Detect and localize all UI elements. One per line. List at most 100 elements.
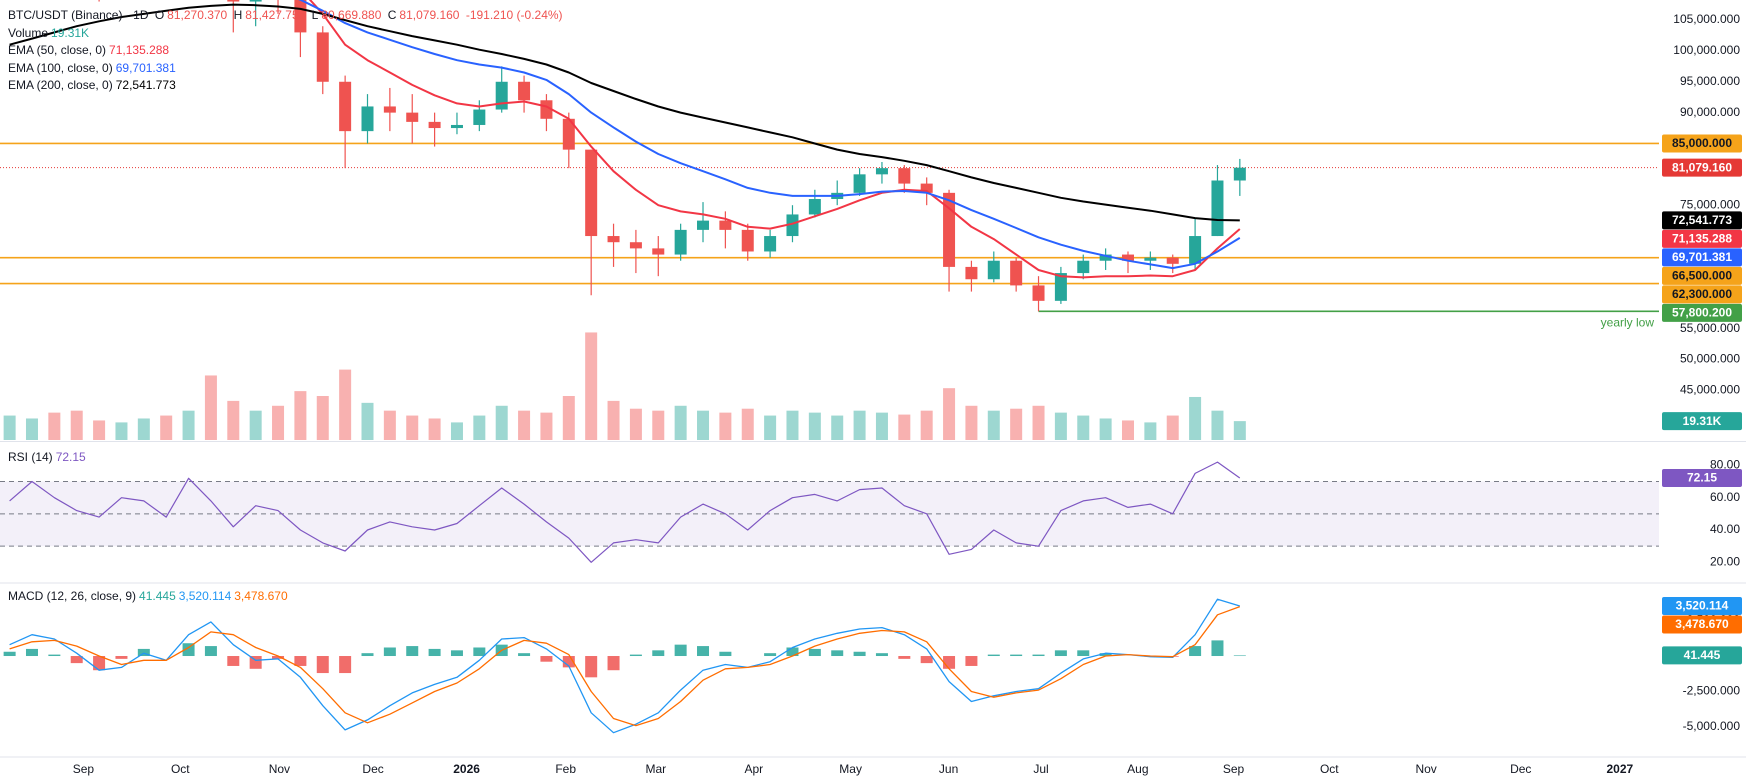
- macd-histogram-bar: [272, 656, 285, 659]
- macd-histogram-bar: [1032, 654, 1045, 657]
- volume-bar: [316, 396, 329, 440]
- ema-value: 69,701.381: [115, 60, 176, 75]
- volume-bar: [920, 410, 933, 440]
- volume-value: 19.31K: [51, 25, 90, 40]
- x-tick-label: Mar: [645, 762, 666, 776]
- volume-bar: [987, 410, 1000, 440]
- y-tick-label: 90,000.000: [1680, 105, 1740, 119]
- volume-bar: [518, 410, 531, 440]
- macd-histogram-bar: [361, 653, 374, 657]
- price-badge: [1662, 285, 1742, 304]
- macd-histogram-bar: [987, 654, 1000, 657]
- ema-name: EMA (100, close, 0): [8, 60, 113, 75]
- volume-bar: [406, 415, 419, 440]
- candle-body: [786, 214, 799, 237]
- volume-row: Volume 19.31K: [8, 25, 566, 43]
- candle-body: [1166, 257, 1179, 264]
- candle-body: [339, 81, 352, 132]
- price-badge: [1662, 158, 1742, 177]
- ohlc-value: 80,669.880: [321, 8, 382, 22]
- candle-body: [741, 229, 754, 252]
- volume-bar: [361, 402, 374, 440]
- volume-bar: [48, 412, 61, 440]
- volume-name: Volume: [8, 25, 49, 40]
- rsi-tick-label: 20.00: [1710, 555, 1740, 569]
- ema-row: EMA (200, close, 0) 72,541.773: [8, 77, 566, 95]
- price-badge: [1662, 134, 1742, 153]
- price-badge-label: 66,500.000: [1672, 269, 1732, 283]
- x-tick-label: Sep: [1223, 762, 1245, 776]
- volume-bar: [898, 414, 911, 440]
- volume-bar: [719, 412, 732, 440]
- volume-bar: [294, 391, 307, 440]
- macd-histogram-bar: [629, 654, 642, 657]
- volume-bar: [786, 410, 799, 440]
- candle-body: [1121, 254, 1134, 261]
- volume-bar: [1032, 405, 1045, 440]
- volume-bar: [1010, 408, 1023, 440]
- x-tick-label: Oct: [1320, 762, 1339, 776]
- volume-bar: [227, 400, 240, 440]
- x-tick-label: Dec: [1510, 762, 1531, 776]
- yearly-low-note: yearly low: [1601, 316, 1655, 330]
- macd-histogram-bar: [518, 653, 531, 657]
- macd-line: [9, 598, 1240, 734]
- candle-body: [1077, 260, 1090, 274]
- macd-histogram-bar: [316, 656, 329, 674]
- price-badge: [1662, 412, 1742, 431]
- ohlc-key: O: [154, 8, 165, 22]
- candle-body: [518, 81, 531, 101]
- macd-histogram-bar: [1189, 646, 1202, 657]
- macd-histogram-bar: [719, 651, 732, 657]
- macd-histogram-bar: [697, 646, 710, 657]
- hist-value: 41.445: [139, 589, 176, 603]
- y-tick-label: 50,000.000: [1680, 352, 1740, 366]
- ohlc-key: C: [387, 8, 397, 22]
- volume-bar: [495, 405, 508, 440]
- candle-body: [764, 236, 777, 252]
- price-badge-label: 69,701.381: [1672, 250, 1732, 264]
- ema-value: 71,135.288: [109, 43, 170, 57]
- price-badge: [1662, 266, 1742, 285]
- candle-body: [875, 168, 888, 175]
- rsi-pane: [0, 461, 1659, 563]
- candle-body: [249, 0, 262, 2]
- price-badge: [1662, 248, 1742, 267]
- volume-bar: [1211, 410, 1224, 440]
- volume-bar: [1233, 421, 1246, 440]
- macd-histogram-bar: [294, 656, 307, 666]
- macd-histogram-bar: [383, 647, 396, 657]
- macd-histogram-bar: [1233, 655, 1246, 657]
- price-badge: [1662, 469, 1742, 488]
- macd-tick-label: -5,000.000: [1683, 719, 1741, 733]
- volume-bar: [93, 420, 106, 440]
- ema-line: [298, 0, 1241, 270]
- ohlc-value: 81,270.370: [167, 8, 228, 22]
- macd-histogram-bar: [920, 656, 933, 664]
- macd-histogram-bar: [204, 646, 217, 657]
- volume-bar: [428, 418, 441, 440]
- candle-body: [428, 121, 441, 129]
- macd-histogram-bar: [450, 650, 463, 657]
- candle-body: [674, 229, 687, 255]
- volume-bar: [1054, 412, 1067, 440]
- price-badge: [1662, 211, 1742, 230]
- price-badge-label: 19.31K: [1683, 414, 1722, 428]
- volume-bar: [965, 405, 978, 440]
- price-badge-label: 71,135.288: [1672, 232, 1732, 246]
- macd-histogram-bar: [1054, 650, 1067, 657]
- price-badge-label: 3,520.114: [1676, 599, 1729, 613]
- candle-body: [965, 266, 978, 280]
- volume-bar: [339, 369, 352, 440]
- rsi-name: RSI (14): [8, 450, 53, 464]
- macd-histogram-bar: [428, 648, 441, 657]
- volume-bar: [808, 412, 821, 440]
- macd-histogram-bar: [898, 656, 911, 659]
- rsi-legend: RSI (14) 72.15: [8, 449, 89, 467]
- volume-bar: [115, 422, 128, 440]
- x-tick-label: Sep: [73, 762, 95, 776]
- price-badge-label: 85,000.000: [1672, 136, 1732, 150]
- macd-histogram-bar: [137, 648, 150, 657]
- x-tick-label: Apr: [744, 762, 763, 776]
- macd-histogram-bar: [943, 656, 956, 669]
